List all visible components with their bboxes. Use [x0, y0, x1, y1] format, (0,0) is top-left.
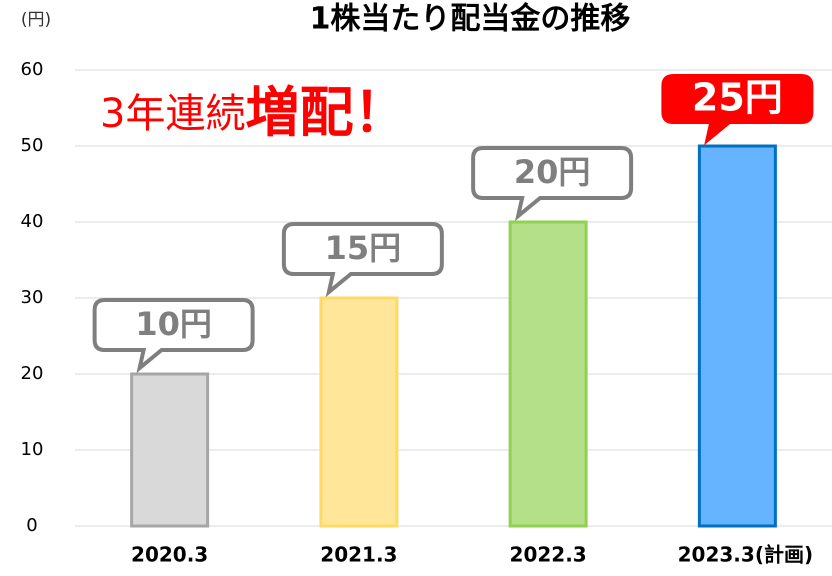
y-tick-label: 30 [21, 287, 44, 308]
label-callout [281, 222, 444, 298]
annotation-part: 3年連続 [100, 91, 245, 137]
chart-title: 1株当たり配当金の推移 [310, 2, 631, 37]
annotation: 3年連続増配！ [100, 81, 407, 144]
label-callout [661, 74, 814, 146]
x-tick-label: 2020.3 [131, 543, 208, 567]
annotation-part: 増配！ [245, 81, 407, 144]
x-tick-label: 2023.3(計画) [678, 543, 813, 567]
value-label: 20円 [514, 153, 591, 191]
x-tick-label: 2021.3 [320, 543, 397, 567]
value-label: 10円 [135, 305, 212, 343]
label-callout [471, 146, 634, 222]
bar [697, 144, 777, 528]
label-callout [92, 298, 255, 374]
bar [508, 220, 588, 528]
y-tick-label: 0 [26, 515, 37, 536]
bar [319, 296, 399, 528]
y-tick-label: 50 [21, 135, 44, 156]
y-tick-label: 40 [21, 211, 44, 232]
value-label: 25円 [692, 76, 783, 120]
y-tick-label: 60 [21, 59, 44, 80]
x-tick-label: 2022.3 [510, 543, 587, 567]
value-label: 15円 [325, 229, 402, 267]
y-tick-label: 20 [21, 363, 44, 384]
y-tick-label: 10 [21, 439, 44, 460]
y-unit-label: (円) [21, 10, 51, 30]
bar [130, 372, 210, 528]
